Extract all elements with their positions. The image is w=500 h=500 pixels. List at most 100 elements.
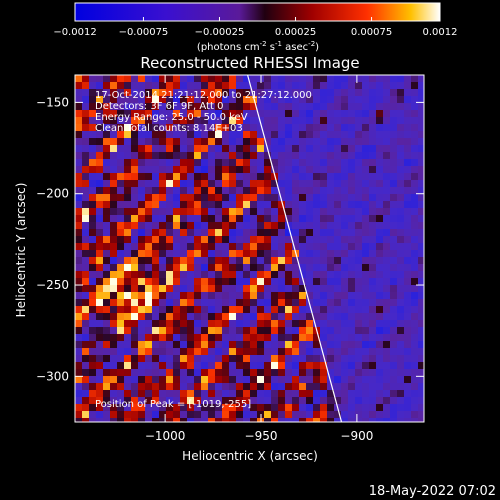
heatmap-cell xyxy=(236,292,243,299)
heatmap-cell xyxy=(152,299,159,306)
colorbar-tick-label: −0.0012 xyxy=(53,27,96,38)
heatmap-cell xyxy=(145,103,152,110)
heatmap-cell xyxy=(166,348,173,355)
heatmap-cell xyxy=(320,404,327,411)
heatmap-cell xyxy=(264,313,271,320)
heatmap-cell xyxy=(159,313,166,320)
heatmap-cell xyxy=(215,348,222,355)
heatmap-cell xyxy=(117,243,124,250)
heatmap-cell xyxy=(215,320,222,327)
heatmap-cell xyxy=(180,180,187,187)
heatmap-cell xyxy=(159,82,166,89)
heatmap-cell xyxy=(341,264,348,271)
heatmap-cell xyxy=(299,96,306,103)
heatmap-cell xyxy=(341,138,348,145)
heatmap-cell xyxy=(320,418,327,422)
heatmap-cell xyxy=(355,110,362,117)
heatmap-cell xyxy=(411,250,418,257)
heatmap-cell xyxy=(397,138,404,145)
heatmap-cell xyxy=(292,299,299,306)
heatmap-cell xyxy=(236,201,243,208)
heatmap-cell xyxy=(390,117,397,124)
heatmap-cell xyxy=(250,208,257,215)
heatmap-cell xyxy=(418,145,424,152)
heatmap-cell xyxy=(131,131,138,138)
heatmap-cell xyxy=(390,124,397,131)
heatmap-cell xyxy=(222,418,229,422)
heatmap-cell xyxy=(187,166,194,173)
heatmap-cell xyxy=(187,313,194,320)
heatmap-cell xyxy=(215,327,222,334)
heatmap-cell xyxy=(166,299,173,306)
heatmap-cell xyxy=(75,222,82,229)
heatmap-cell xyxy=(334,236,341,243)
heatmap-cell xyxy=(292,278,299,285)
heatmap-cell xyxy=(348,362,355,369)
heatmap-cell xyxy=(75,145,82,152)
heatmap-cell xyxy=(355,159,362,166)
heatmap-cell xyxy=(341,362,348,369)
heatmap-cell xyxy=(110,320,117,327)
heatmap-cell xyxy=(306,208,313,215)
heatmap-cell xyxy=(250,320,257,327)
heatmap-cell xyxy=(271,278,278,285)
heatmap-cell xyxy=(355,397,362,404)
heatmap-cell xyxy=(159,187,166,194)
heatmap-cell xyxy=(208,124,215,131)
heatmap-cell xyxy=(89,334,96,341)
heatmap-cell xyxy=(348,138,355,145)
heatmap-cell xyxy=(313,362,320,369)
heatmap-cell xyxy=(159,404,166,411)
heatmap-cell xyxy=(82,397,89,404)
heatmap-cell xyxy=(411,292,418,299)
heatmap-cell xyxy=(89,411,96,418)
heatmap-cell xyxy=(418,264,424,271)
heatmap-cell xyxy=(103,362,110,369)
heatmap-cell xyxy=(250,285,257,292)
heatmap-cell xyxy=(327,131,334,138)
heatmap-cell xyxy=(222,201,229,208)
heatmap-cell xyxy=(82,355,89,362)
heatmap-cell xyxy=(124,355,131,362)
heatmap-cell xyxy=(159,159,166,166)
heatmap-cell xyxy=(166,124,173,131)
heatmap-cell xyxy=(110,341,117,348)
heatmap-cell xyxy=(194,264,201,271)
heatmap-cell xyxy=(383,292,390,299)
heatmap-cell xyxy=(334,138,341,145)
heatmap-cell xyxy=(299,285,306,292)
heatmap-cell xyxy=(418,348,424,355)
heatmap-cell xyxy=(299,376,306,383)
heatmap-cell xyxy=(96,117,103,124)
heatmap-cell xyxy=(411,341,418,348)
heatmap-cell xyxy=(418,397,424,404)
heatmap-cell xyxy=(278,187,285,194)
heatmap-cell xyxy=(418,173,424,180)
heatmap-cell xyxy=(299,341,306,348)
heatmap-cell xyxy=(229,355,236,362)
heatmap-cell xyxy=(292,397,299,404)
heatmap-cell xyxy=(348,285,355,292)
heatmap-cell xyxy=(278,180,285,187)
heatmap-cell xyxy=(334,327,341,334)
heatmap-cell xyxy=(117,194,124,201)
heatmap-cell xyxy=(236,299,243,306)
heatmap-cell xyxy=(208,390,215,397)
heatmap-cell xyxy=(327,285,334,292)
heatmap-cell xyxy=(89,278,96,285)
heatmap-cell xyxy=(362,369,369,376)
heatmap-cell xyxy=(327,222,334,229)
heatmap-cell xyxy=(390,103,397,110)
heatmap-cell xyxy=(215,257,222,264)
y-axis: −150−200−250−300 xyxy=(36,95,424,383)
heatmap-cell xyxy=(397,390,404,397)
heatmap-cell xyxy=(397,250,404,257)
heatmap-cell xyxy=(173,187,180,194)
heatmap-cell xyxy=(215,306,222,313)
heatmap-cell xyxy=(320,257,327,264)
heatmap-cell xyxy=(89,131,96,138)
heatmap-cell xyxy=(362,313,369,320)
heatmap-cell xyxy=(292,306,299,313)
heatmap-cell xyxy=(376,208,383,215)
heatmap-cell xyxy=(208,404,215,411)
